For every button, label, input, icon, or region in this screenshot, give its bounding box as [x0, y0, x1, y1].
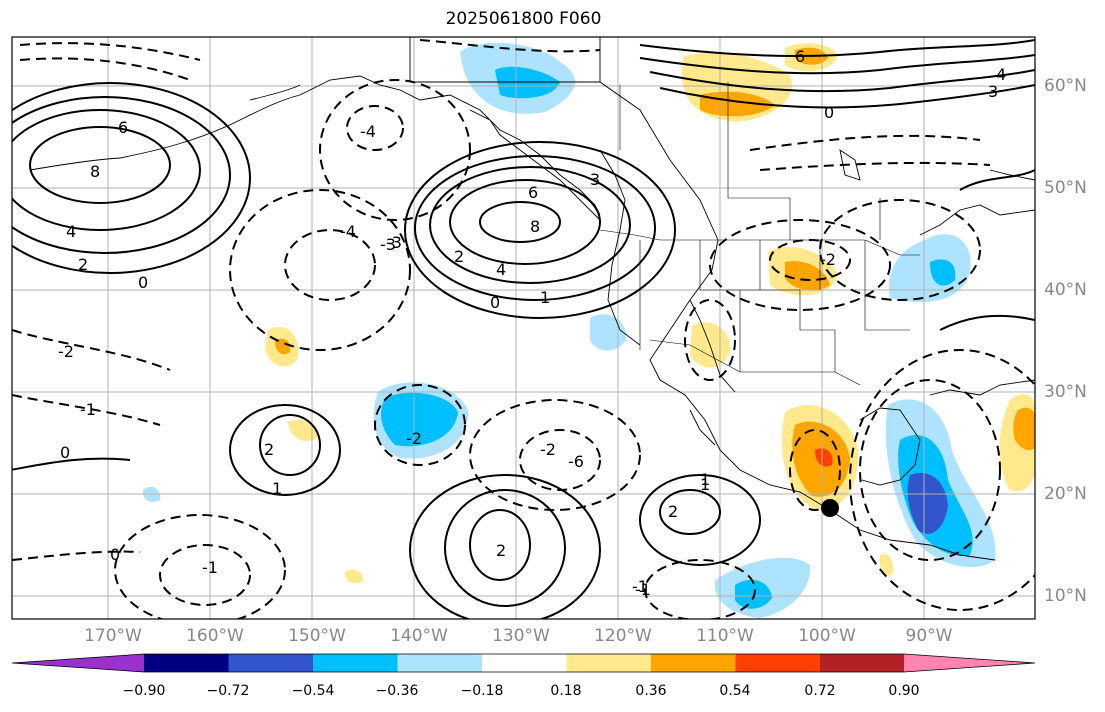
contour-label: -1 [202, 558, 218, 577]
contour-labels: 6 8 4 2 0 -1 -2 -3 -4 6 8 4 3 2 1 0 -2 -… [58, 47, 1006, 599]
colorbar-tick: 0.54 [719, 683, 751, 699]
shade-medium-blue [907, 473, 948, 534]
contour-label: -3 [386, 233, 402, 252]
contour-label: -3 [380, 235, 396, 254]
colorbar [11, 653, 1036, 673]
colorbar-segment [144, 654, 229, 672]
lat-label: 20°N [1044, 484, 1087, 504]
colorbar-segment [397, 654, 482, 672]
coastlines [29, 37, 1035, 561]
contour-label: 3 [988, 82, 998, 101]
contour-label: 1 [700, 475, 710, 494]
shade-blue [930, 259, 956, 286]
contour-label: -6 [568, 452, 584, 471]
shade-light-yellow [288, 419, 319, 442]
contour-label: -1 [80, 400, 96, 419]
contour-label: -4 [360, 122, 376, 141]
colorbar-tick: 0.36 [635, 683, 667, 699]
contour-label: 2 [78, 255, 88, 274]
colorbar-tick: −0.18 [460, 683, 504, 699]
chart-title: 2025061800 F060 [445, 9, 602, 29]
contour-label: -2 [406, 429, 422, 448]
contour-label: -4 [340, 222, 356, 241]
colorbar-segment [651, 654, 736, 672]
colorbar-tick: −0.36 [375, 683, 419, 699]
colorbar-tick: 0.90 [888, 683, 920, 699]
contour-label: 6 [528, 183, 538, 202]
shade-orange [275, 338, 291, 355]
colorbar-tick: 0.72 [804, 683, 836, 699]
shade-light-yellow [344, 569, 363, 584]
graticule [12, 37, 1035, 619]
contour-label: 0 [824, 103, 834, 122]
colorbar-tick: −0.54 [291, 683, 335, 699]
shade-light-yellow [879, 554, 894, 576]
contour-label: 2 [668, 502, 678, 521]
shade-blue [381, 392, 458, 447]
contour-label: 2 [454, 247, 464, 266]
shade-orange [700, 91, 775, 117]
political-boundaries [599, 82, 920, 386]
contour-lines [12, 39, 1035, 619]
colorbar-extend-high [904, 654, 1035, 672]
contour-label: 6 [118, 118, 128, 137]
lon-label: 90°W [905, 626, 953, 646]
contour-label: 8 [90, 162, 100, 181]
shade-orange [1013, 407, 1035, 451]
contour-label: -1 [632, 577, 648, 596]
contour-label: 0 [60, 443, 70, 462]
colorbar-segment [313, 654, 398, 672]
lon-label: 120°W [594, 626, 652, 646]
colorbar-segment [228, 654, 313, 672]
contour-label: 0 [490, 293, 500, 312]
contour-label: 4 [996, 65, 1006, 84]
shade-red [815, 448, 833, 467]
contour-label: 1 [700, 470, 710, 489]
contour-label: -2 [820, 250, 836, 269]
colorbar-segment [566, 654, 651, 672]
shade-orange [785, 261, 830, 291]
lat-label: 40°N [1044, 280, 1087, 300]
colorbar-tick: 0.18 [550, 683, 582, 699]
contour-label: 2 [264, 440, 274, 459]
lat-label: 10°N [1044, 586, 1087, 606]
contour-label: -2 [58, 342, 74, 361]
lon-label: 160°W [186, 626, 244, 646]
contour-label: 0 [138, 273, 148, 292]
contour-label: -1 [635, 580, 651, 599]
colorbar-segment [482, 654, 567, 672]
shade-blue [495, 66, 560, 99]
contour-label: 2 [496, 541, 506, 560]
contour-label: -2 [540, 440, 556, 459]
colorbar-extend-low [12, 654, 144, 672]
lon-label: 110°W [696, 626, 754, 646]
map-frame [11, 36, 1036, 620]
contour-label: 3 [590, 170, 600, 189]
contour-label: 8 [530, 217, 540, 236]
contour-label: 1 [272, 479, 282, 498]
contour-label: 4 [66, 222, 76, 241]
lon-label: 140°W [390, 626, 448, 646]
lat-label: 30°N [1044, 382, 1087, 402]
shading-layer [142, 42, 1035, 618]
colorbar-segment [820, 654, 904, 672]
lon-label: 170°W [84, 626, 142, 646]
lat-label: 50°N [1044, 178, 1087, 198]
shade-light-blue [889, 234, 971, 303]
contour-label: 1 [540, 288, 550, 307]
contour-label: 0 [110, 545, 120, 564]
colorbar-tick: −0.90 [122, 683, 166, 699]
lon-label: 100°W [798, 626, 856, 646]
colorbar-segment [735, 654, 820, 672]
colorbar-tick: −0.72 [206, 683, 250, 699]
lat-label: 60°N [1044, 76, 1087, 96]
contour-label: 4 [496, 260, 506, 279]
contour-label: 6 [795, 47, 805, 66]
lon-label: 130°W [492, 626, 550, 646]
location-marker [821, 499, 839, 517]
lon-label: 150°W [288, 626, 346, 646]
